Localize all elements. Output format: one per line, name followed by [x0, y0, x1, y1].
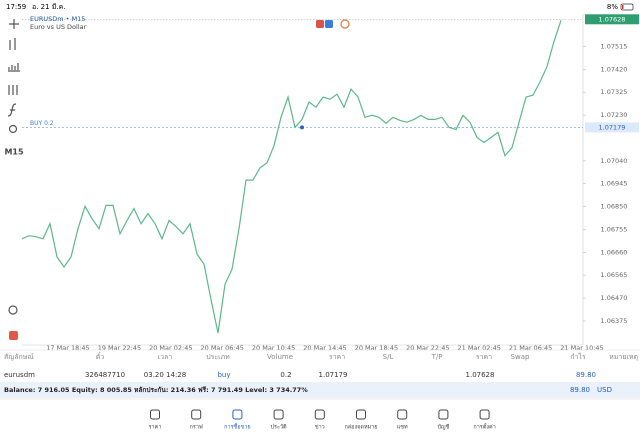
status-time: 17:59 [6, 3, 26, 11]
chart-title: EURUSDm • M15 [30, 15, 85, 23]
chart-type-tool[interactable] [9, 38, 16, 50]
y-tick-label: 1.06850 [601, 203, 628, 211]
crosshair-tool[interactable] [9, 19, 19, 29]
x-tick-label: 21 Mar 10:45 [560, 344, 603, 352]
chart-subtitle: Euro vs US Dollar [30, 23, 87, 31]
nav-label[interactable]: ราคา [149, 425, 162, 431]
cell-profit: 89.80 [576, 371, 596, 379]
column-header: Volume [267, 353, 293, 361]
nav-icon[interactable] [191, 409, 202, 420]
y-tick-label: 1.06945 [601, 180, 628, 188]
x-tick-label: 21 Mar 06:45 [509, 344, 552, 352]
x-tick-label: 20 Mar 06:45 [200, 344, 243, 352]
nav-label[interactable]: บัญชี [437, 424, 449, 431]
trade-tool[interactable] [9, 331, 18, 340]
nav-icon[interactable] [356, 409, 366, 420]
y-tick-label: 1.07420 [601, 65, 628, 73]
position-label: BUY 0.2 [30, 120, 54, 127]
function-tool[interactable] [7, 103, 17, 117]
x-tick-label: 20 Mar 22:45 [406, 344, 449, 352]
column-header: Swap [511, 353, 530, 361]
chart: 1.07515 1.07420 1.07325 1.07230 1.07040 1.069… [21, 14, 639, 352]
nav-icon[interactable] [479, 409, 490, 420]
x-tick-label: 20 Mar 10:45 [252, 344, 295, 352]
column-header: S/L [383, 353, 394, 361]
zoom-tool[interactable] [8, 305, 18, 315]
positions-table: สัญลักษณ์ ตั๋ว เวลา ประเภท Volume ราคา S/L T/P ร… [4, 352, 638, 379]
nav-label[interactable]: ข่าว [315, 425, 325, 431]
y-tick-label: 1.07040 [601, 157, 628, 165]
position-price-tag [585, 122, 639, 133]
battery-icon [620, 3, 634, 11]
x-tick-label: 21 Mar 02:45 [457, 344, 500, 352]
summary-currency: USD [597, 386, 612, 394]
status-date: อ. 21 มี.ค. [32, 3, 66, 11]
nav-icon[interactable] [232, 409, 243, 420]
y-tick-label: 1.06660 [601, 248, 628, 256]
indicators-tool[interactable] [8, 63, 20, 72]
nav-icon[interactable] [314, 409, 325, 420]
column-header: ประเภท [206, 353, 230, 361]
nav-icon[interactable] [397, 409, 408, 420]
cell-time: 03.20 14:28 [144, 371, 186, 379]
summary-text: Balance: 7 916.05 Equity: 8 005.85 หลักป… [4, 386, 308, 394]
nav-label[interactable]: การซื้อขาย [224, 423, 250, 431]
nav-icon[interactable] [150, 409, 160, 420]
column-header: T/P [431, 353, 443, 361]
summary-total: 89.80 [570, 386, 590, 394]
position-price: 1.07179 [599, 123, 626, 131]
y-tick-label: 1.07230 [601, 111, 628, 119]
current-price-tag [585, 14, 639, 25]
x-tick-label: 20 Mar 02:45 [149, 344, 192, 352]
timeframe[interactable]: M15 [4, 148, 24, 157]
nav-label[interactable]: ประวัติ [271, 424, 287, 431]
nav-label[interactable]: กราฟ [190, 424, 203, 431]
status-battery: 8% [607, 3, 618, 11]
settings-tool[interactable] [8, 85, 18, 95]
price-line [21, 20, 562, 334]
y-tick-label: 1.06565 [601, 271, 628, 279]
one-click-toggle[interactable] [340, 19, 350, 29]
cell-open-price: 1.07179 [319, 371, 348, 379]
buy-button[interactable] [325, 20, 333, 28]
column-header: ราคา [476, 353, 492, 361]
nav-icon[interactable] [438, 409, 449, 420]
entry-marker [300, 125, 304, 130]
x-tick-label: 20 Mar 18:45 [355, 344, 398, 352]
y-tick-label: 1.06470 [601, 294, 628, 302]
cell-ticket: 326487710 [85, 371, 125, 379]
column-header: สัญลักษณ์ [4, 353, 34, 361]
cell-volume: 0.2 [280, 371, 291, 379]
y-tick-label: 1.06755 [601, 225, 628, 233]
x-tick-label: 17 Mar 18:45 [46, 344, 89, 352]
nav-label[interactable]: กล่องจดหมาย [344, 425, 377, 431]
nav-label[interactable]: การตั้งค่า [473, 423, 495, 431]
column-header: ตั๋ว [96, 352, 105, 361]
cell-type: buy [217, 371, 230, 379]
y-tick-label: 1.06375 [601, 317, 628, 325]
nav-label[interactable]: แชท [397, 424, 408, 431]
bottom-nav: ราคา กราฟ การซื้อขาย ประวัติ ข่าว กล่องจดหมาย… [149, 409, 496, 431]
column-header: เวลา [158, 353, 173, 361]
x-tick-label: 20 Mar 14:45 [303, 344, 346, 352]
battery-level [622, 5, 624, 9]
x-tick-label: 19 Mar 22:45 [98, 344, 141, 352]
current-price: 1.07628 [599, 15, 626, 23]
summary-bar [0, 382, 640, 398]
objects-tool[interactable] [8, 124, 18, 134]
column-header: ราคา [329, 353, 345, 361]
cell-symbol: eurusdm [4, 371, 35, 379]
toolbar: M15 [4, 19, 24, 340]
column-header: หมายเหตุ [609, 353, 638, 361]
y-tick-label: 1.07515 [601, 42, 628, 50]
nav-icon[interactable] [273, 409, 284, 420]
column-header: กำไร [570, 352, 586, 361]
cell-current-price: 1.07628 [466, 371, 495, 379]
sell-button[interactable] [316, 20, 324, 28]
y-tick-label: 1.07325 [601, 88, 628, 96]
